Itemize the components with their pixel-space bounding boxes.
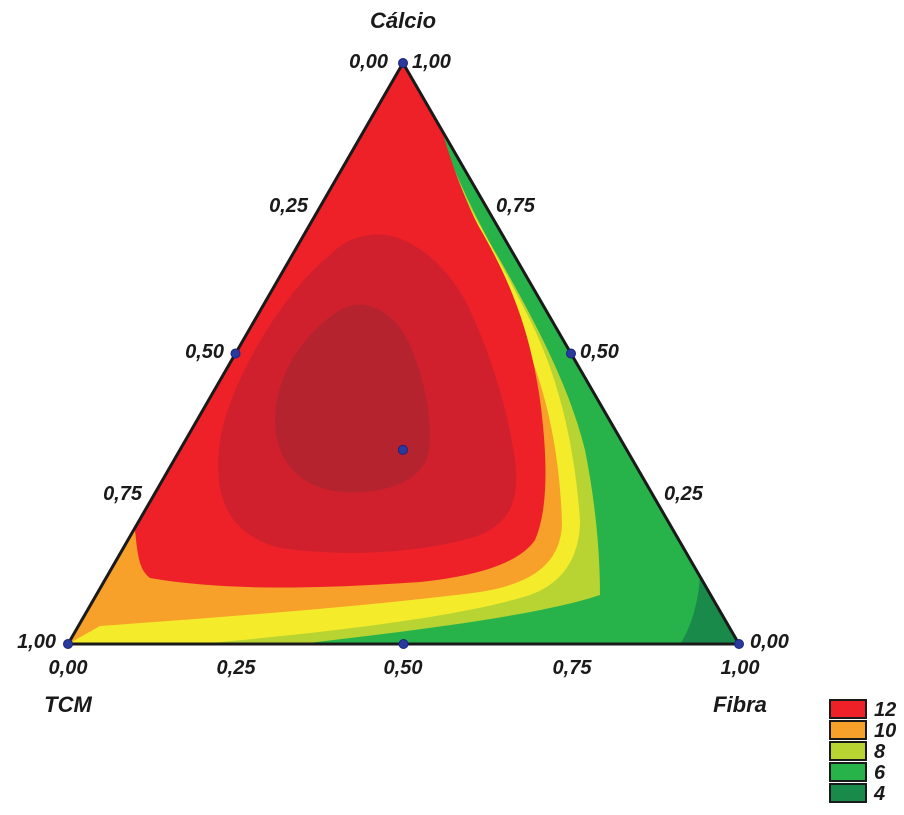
contour-darkest-red (275, 304, 430, 493)
design-point-6 (397, 444, 408, 455)
tick-bottom-0: 0,00 (49, 657, 88, 679)
tick-right-2: 0,25 (664, 483, 704, 505)
legend-swatch-6 (829, 762, 867, 782)
tick-bottom-1: 0,25 (217, 657, 257, 679)
legend-label-8: 8 (874, 741, 886, 763)
tick-left-0: 0,25 (269, 195, 309, 217)
corner-label-right: 0,00 (750, 631, 789, 653)
design-point-0 (398, 58, 408, 68)
legend-swatch-8 (829, 741, 867, 761)
design-point-3 (230, 348, 241, 359)
design-point-2 (734, 639, 744, 649)
contour-regions (68, 63, 739, 644)
legend-swatch-10 (829, 720, 867, 740)
tick-bottom-3: 0,75 (553, 657, 593, 679)
vertex-label-tcm: TCM (44, 692, 92, 717)
corner-label-left: 1,00 (17, 631, 56, 653)
legend-label-6: 6 (874, 762, 886, 784)
design-points (63, 58, 744, 649)
tick-bottom-4: 1,00 (721, 657, 760, 679)
tick-right-0: 0,75 (496, 195, 536, 217)
legend-label-10: 10 (874, 720, 896, 742)
corner-label-top-left: 0,00 (349, 51, 388, 73)
design-point-1 (63, 639, 73, 649)
legend-label-4: 4 (873, 783, 885, 805)
vertex-label-calcio: Cálcio (370, 8, 436, 33)
tick-bottom-2: 0,50 (384, 657, 423, 679)
legend-swatch-4 (829, 783, 867, 803)
legend-label-12: 12 (874, 699, 896, 721)
tick-right-1: 0,50 (580, 341, 619, 363)
vertex-label-fibra: Fibra (713, 692, 767, 717)
corner-label-top-right: 1,00 (412, 51, 451, 73)
legend-swatch-12 (829, 699, 867, 719)
design-point-5 (398, 639, 409, 649)
tick-left-1: 0,50 (185, 341, 224, 363)
design-point-4 (566, 348, 576, 359)
tick-left-2: 0,75 (103, 483, 143, 505)
